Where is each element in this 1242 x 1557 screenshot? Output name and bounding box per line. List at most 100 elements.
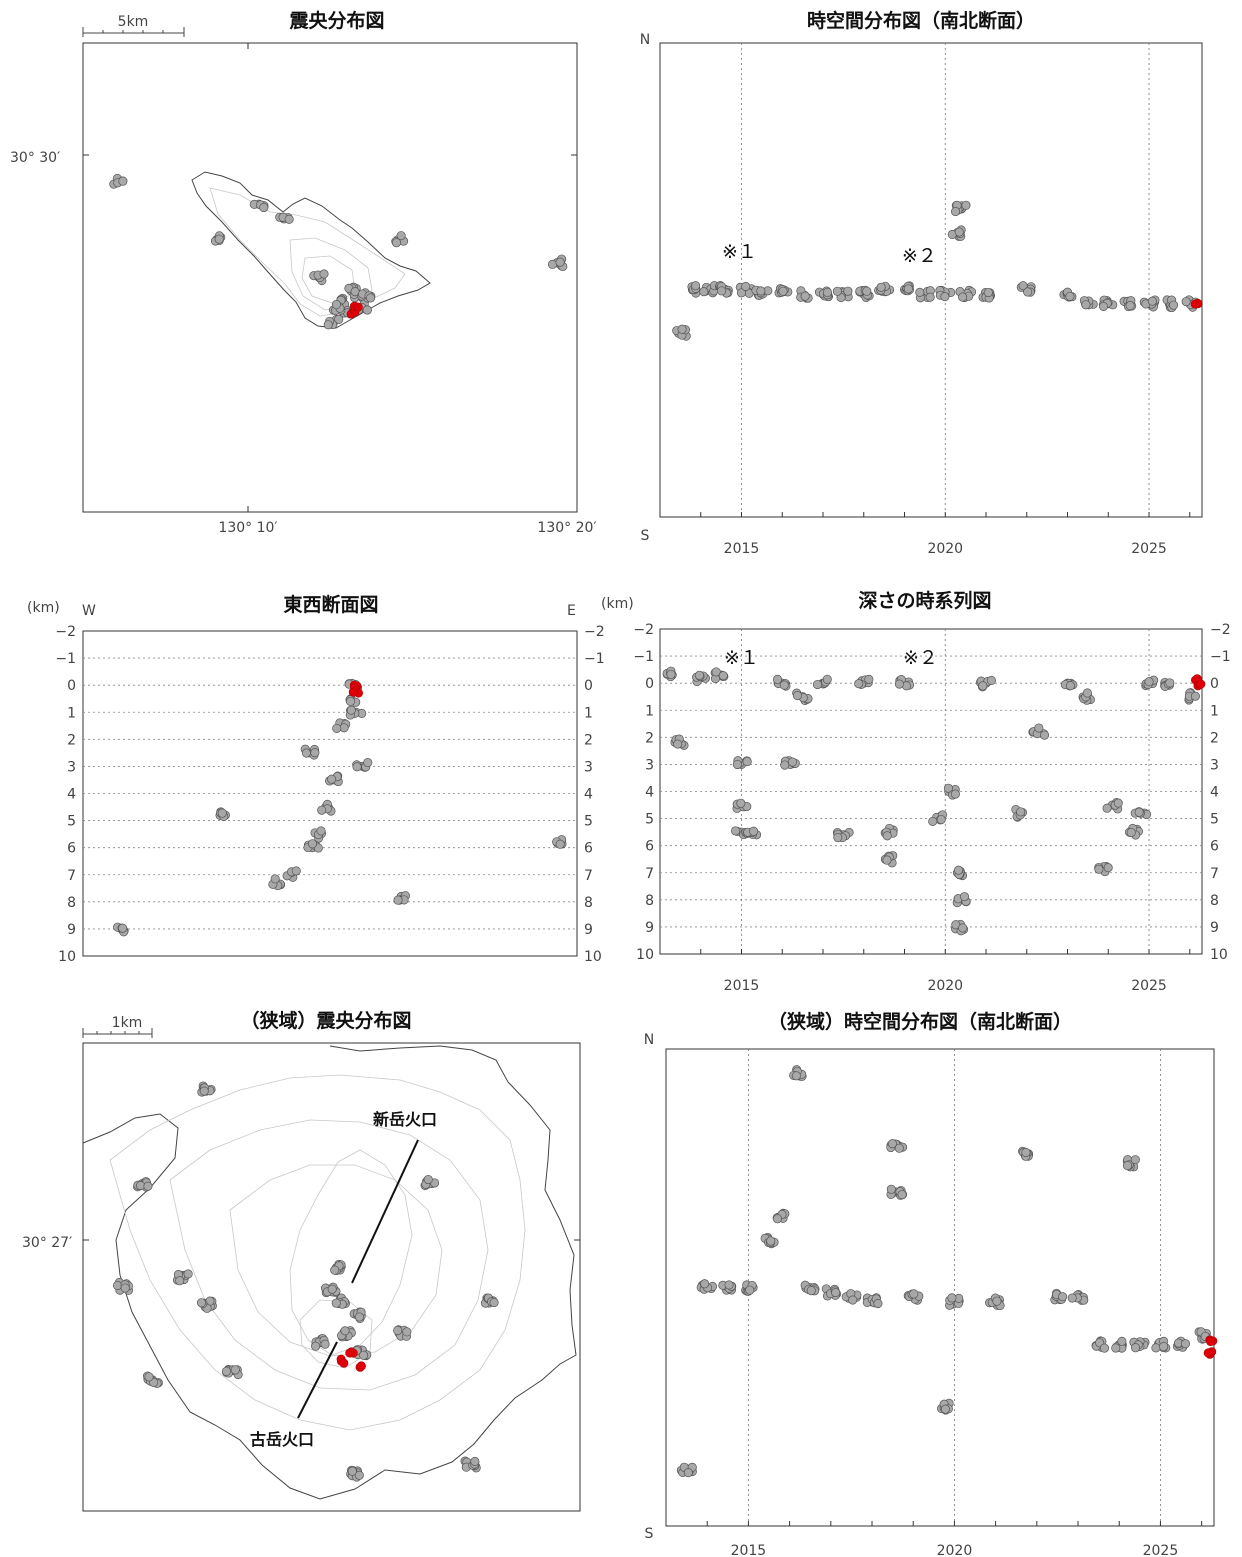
event-point: [673, 739, 683, 749]
points-ew-section: [113, 678, 567, 937]
contour-n2: [169, 1119, 489, 1391]
event-point: [352, 762, 362, 772]
event-point: [903, 284, 913, 294]
title-depth-time: 深さの時系列図: [858, 589, 991, 612]
event-point: [958, 292, 968, 302]
event-point: [909, 1289, 919, 1299]
contour-n4: [289, 1149, 413, 1356]
x-tick-label: 2020: [927, 541, 963, 557]
event-point: [327, 1284, 337, 1294]
event-point-recent: [339, 1358, 349, 1368]
event-point: [1065, 681, 1075, 691]
scale-bar-5km: 5km: [82, 14, 185, 37]
x-tick-label: 2020: [927, 978, 963, 994]
event-point: [345, 696, 356, 706]
event-point: [118, 923, 128, 933]
event-point: [848, 1295, 858, 1305]
y-tick-label: −1: [633, 649, 654, 665]
event-point: [694, 670, 704, 680]
event-point-recent: [356, 1361, 366, 1371]
event-point: [1125, 301, 1135, 311]
event-point: [402, 1327, 412, 1337]
title-spacetime-ns-narrow: （狭域）時空間分布図（南北断面）: [768, 1010, 1072, 1033]
event-point: [1159, 1341, 1169, 1352]
event-point: [120, 1283, 130, 1293]
y-tick-label: 0: [67, 678, 76, 694]
y-tick-label-right: −2: [1210, 622, 1231, 638]
event-point: [992, 1296, 1002, 1306]
plot-frame-spacetime-narrow: [665, 1048, 1215, 1527]
title-epicenter-wide: 震央分布図: [289, 9, 384, 32]
points-epicenter-wide: [109, 173, 568, 330]
event-point: [317, 805, 327, 815]
label-west: W: [82, 603, 96, 619]
label-north: N: [640, 32, 650, 48]
event-point: [214, 234, 224, 244]
event-point: [699, 287, 709, 297]
event-point: [1130, 1155, 1140, 1165]
event-point: [940, 1404, 951, 1414]
y-tick-label: 7: [67, 868, 76, 884]
event-point: [199, 1086, 209, 1096]
event-point: [894, 1143, 904, 1153]
y-tick-label-right: 10: [584, 949, 602, 965]
y-tick-label-right: 2: [584, 732, 593, 748]
x-tick-label: 2025: [1143, 1543, 1179, 1557]
grid-spacetime: 2015 2020 2025: [659, 43, 1191, 557]
event-point: [354, 1470, 364, 1480]
event-point: [112, 1280, 123, 1291]
leader-furudake: [297, 1341, 338, 1419]
event-point: [772, 1214, 782, 1224]
panel-epicenter-narrow: （狭域）震央分布図 1km 30° 27′ 新岳火口 古岳火口: [22, 1009, 581, 1512]
event-point: [217, 808, 227, 818]
event-point: [666, 669, 676, 679]
event-point: [555, 839, 565, 849]
y-tick-label: −2: [633, 622, 654, 638]
y-tick-label-right: 3: [1210, 757, 1219, 773]
y-tick-label-right: 7: [584, 868, 593, 884]
y-tick-label: 6: [645, 839, 654, 855]
event-point: [1016, 807, 1026, 817]
y-tick-label: 10: [636, 947, 654, 963]
event-point: [1126, 827, 1136, 838]
label-south-narrow: S: [645, 1526, 654, 1542]
event-point: [800, 291, 810, 301]
leader-shindake: [351, 1139, 419, 1284]
event-point: [886, 1184, 896, 1194]
event-point: [311, 1341, 321, 1351]
y-tick-label: 1: [67, 705, 76, 721]
title-spacetime-ns: 時空間分布図（南北断面）: [807, 9, 1035, 32]
event-point: [1180, 1339, 1191, 1349]
event-point: [778, 286, 788, 296]
y-tick-label: −1: [55, 651, 76, 667]
event-point: [831, 1288, 841, 1298]
y-tick-label-right: 3: [584, 759, 593, 775]
event-point: [143, 1181, 153, 1191]
y-tick-label-right: 8: [584, 895, 593, 911]
y-tick-label: 6: [67, 841, 76, 857]
lat-label-30-27: 30° 27′: [22, 1235, 72, 1251]
event-point: [741, 281, 751, 292]
plot-frame-spacetime: [659, 42, 1203, 518]
event-point: [882, 831, 892, 841]
event-point: [346, 705, 356, 715]
x-tick-label: 2025: [1131, 541, 1167, 557]
y-tick-label-right: 5: [584, 814, 593, 830]
x-tick-label: 2015: [724, 541, 760, 557]
event-point: [393, 895, 403, 905]
event-point-recent: [345, 1348, 355, 1358]
event-point: [470, 1456, 480, 1466]
y-tick-label-right: 1: [584, 705, 593, 721]
event-point: [749, 826, 759, 836]
y-tick-label-right: 6: [1210, 839, 1219, 855]
x-tick-label: 2015: [731, 1543, 767, 1557]
y-tick-label: 10: [58, 949, 76, 965]
scale-label: 5km: [118, 14, 149, 30]
event-point-recent: [1190, 299, 1200, 309]
event-point: [144, 1372, 154, 1382]
event-point: [1103, 863, 1113, 873]
event-point: [717, 286, 727, 296]
event-point: [876, 282, 886, 292]
event-point: [833, 832, 843, 843]
